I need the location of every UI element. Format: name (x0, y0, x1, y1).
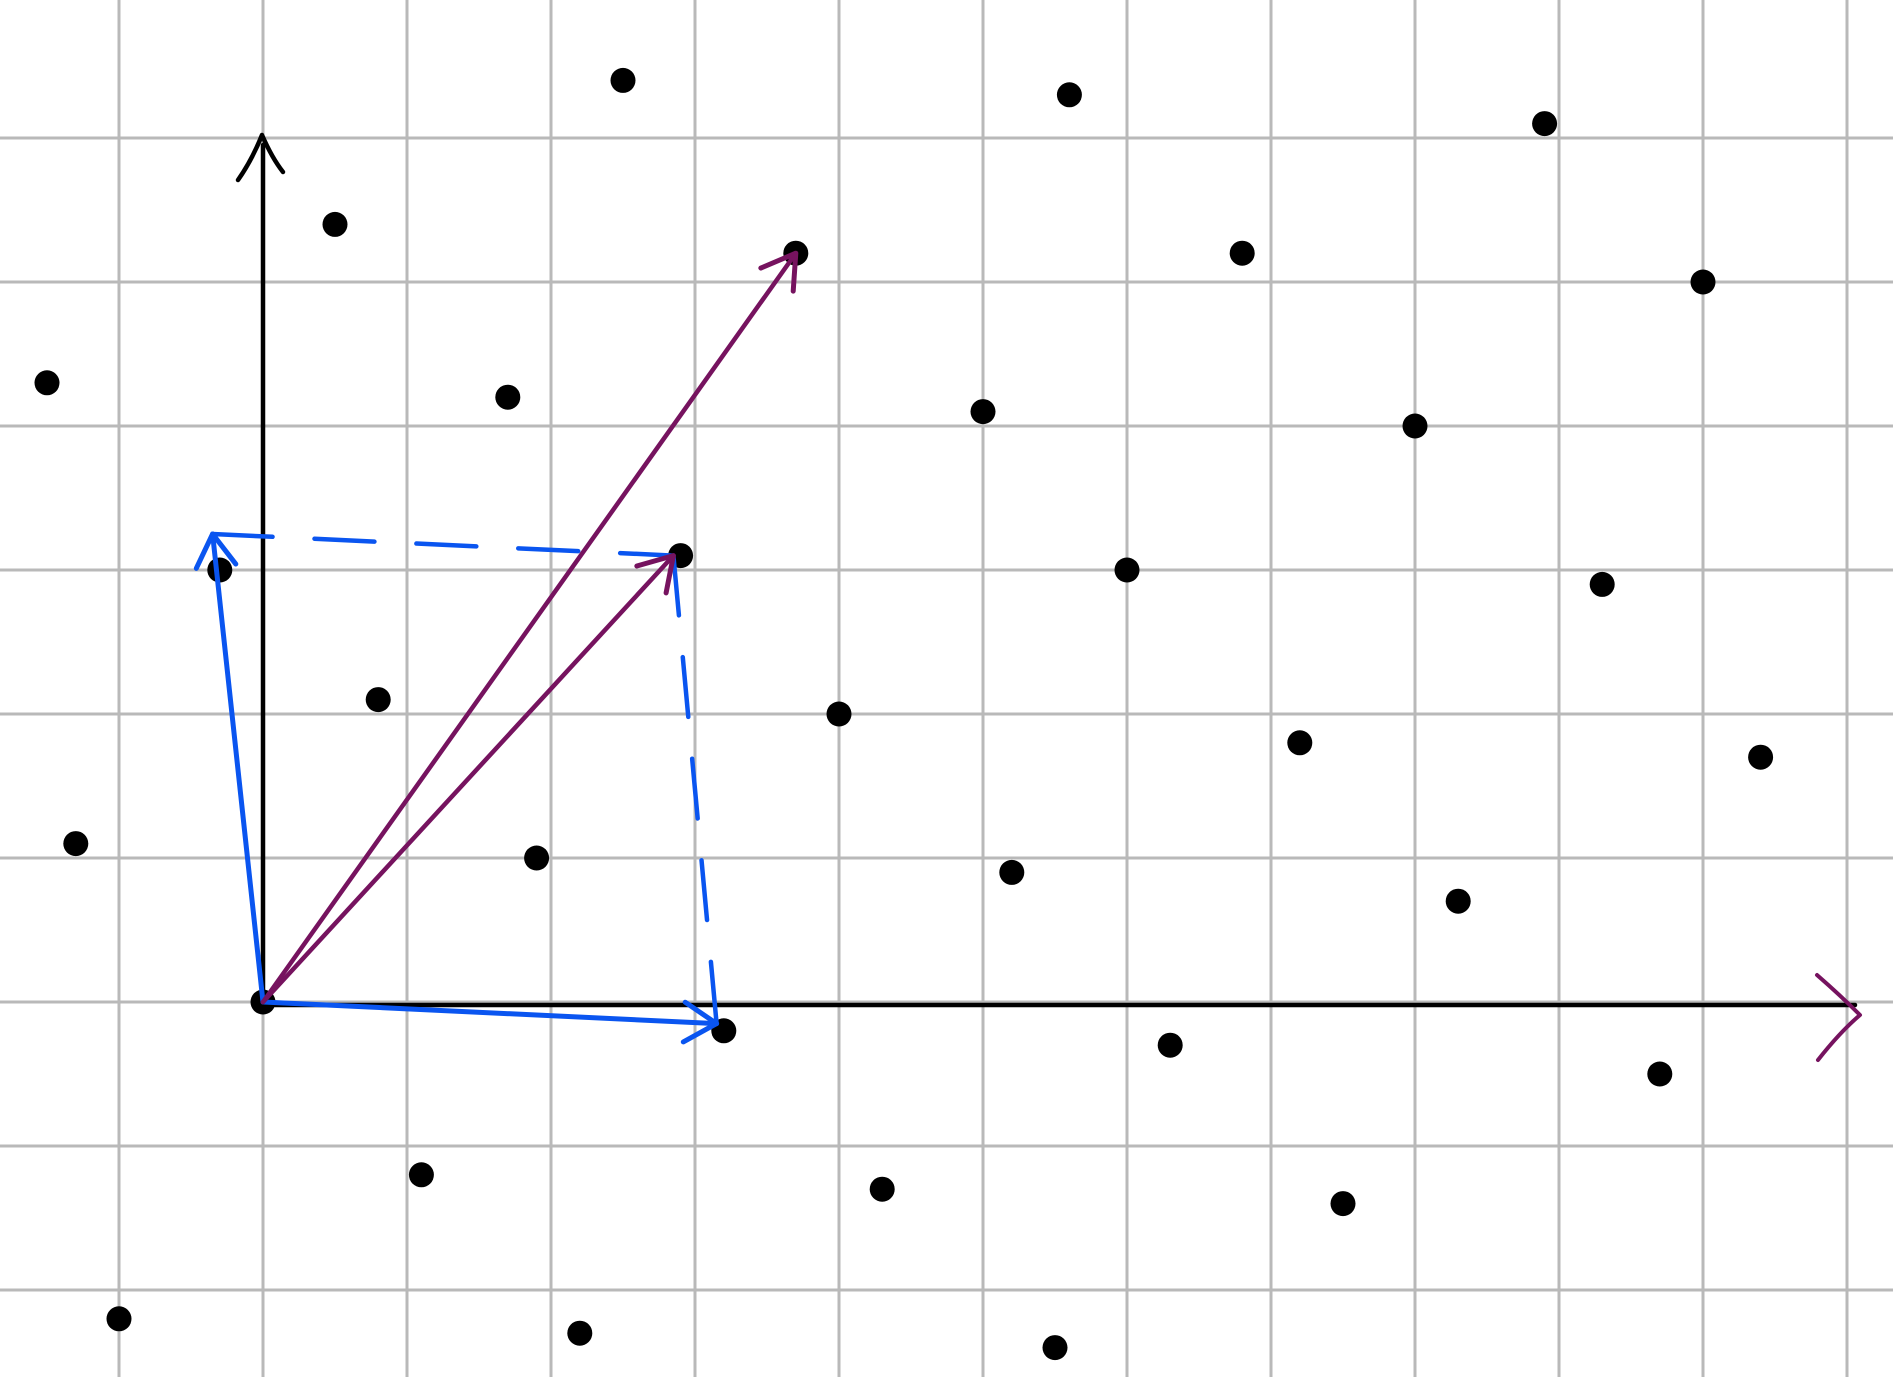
combined-vector-2 (260, 250, 799, 1005)
lattice-point (1157, 1032, 1183, 1058)
basis-vector-2 (210, 531, 266, 1005)
combined-vector-1-arrowhead (634, 553, 676, 596)
x-axis-arrowhead (1815, 973, 1862, 1062)
lattice-point (1690, 269, 1716, 295)
lattice-point (63, 831, 89, 857)
lattice-point (869, 1176, 895, 1202)
dashed-parallelogram-edges (210, 531, 719, 1026)
basis-vector-1 (260, 999, 720, 1027)
lattice-point (524, 845, 550, 871)
lattice-point (1287, 730, 1313, 756)
lattice-point (1229, 240, 1255, 266)
basis-vector-2-arrowhead (193, 531, 239, 571)
lattice-point (826, 701, 852, 727)
lattice-point (1532, 111, 1558, 137)
basis-vector-1-arrowhead (680, 999, 720, 1045)
lattice-point (1330, 1191, 1356, 1217)
combined-vector-1 (260, 553, 676, 1005)
dashed-edge (210, 531, 676, 558)
lattice-point (1114, 557, 1140, 583)
lattice-point (610, 67, 636, 93)
lattice-point (1402, 413, 1428, 439)
combined-vectors (260, 250, 799, 1005)
lattice-point (1589, 571, 1615, 597)
combined-vector-2-arrowhead (758, 250, 799, 294)
lattice-point (1056, 82, 1082, 108)
lattice-point (1647, 1061, 1673, 1087)
lattice-point (1748, 744, 1774, 770)
lattice-point (999, 859, 1025, 885)
lattice-point (1042, 1335, 1068, 1361)
y-axis-arrowhead (235, 132, 286, 183)
axes (235, 132, 1862, 1062)
lattice-point (322, 211, 348, 237)
dashed-edge (671, 553, 719, 1026)
lattice-point (1445, 888, 1471, 914)
lattice-point (970, 399, 996, 425)
basis-vectors (193, 531, 720, 1045)
lattice-point (567, 1320, 593, 1346)
lattice-point (365, 687, 391, 713)
lattice-point (495, 384, 521, 410)
lattice-point (34, 370, 60, 396)
lattice-point (408, 1162, 434, 1188)
lattice-point (106, 1306, 132, 1332)
